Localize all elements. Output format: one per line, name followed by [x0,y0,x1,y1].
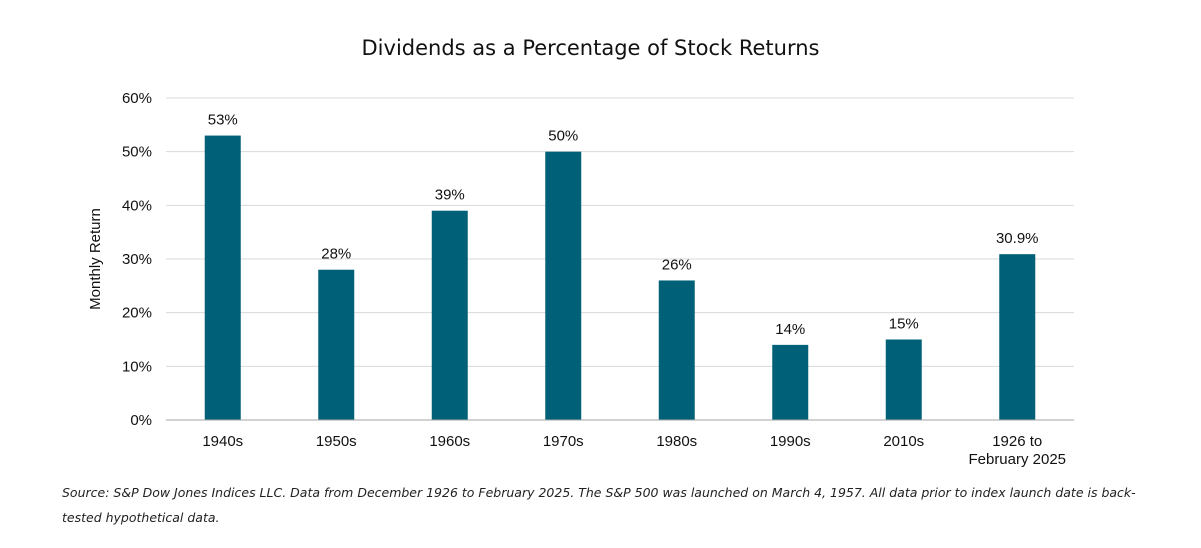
y-tick-label: 20% [122,305,152,322]
x-tick-label: 2010s [883,433,924,450]
bars [204,135,1036,421]
data-label: 15% [889,316,919,333]
x-tick-label: 1960s [429,433,470,450]
data-label: 28% [321,246,351,263]
y-tick-label: 50% [122,144,152,161]
y-axis-ticks: 0% 10% 20% 30% 40% 50% 60% [122,90,152,429]
data-labels: 53% 28% 39% 50% 26% 14% 15% 30.9% [208,112,1039,338]
bar [885,339,922,420]
bar [658,280,695,420]
bar [772,344,809,420]
y-axis-label: Monthly Return [87,208,104,310]
x-tick-label: 1940s [202,433,243,450]
data-label: 39% [435,187,465,204]
y-tick-label: 60% [122,90,152,107]
bar [545,151,582,420]
x-tick-label: 1970s [543,433,584,450]
x-tick-label: 1926 to February 2025 [968,433,1066,468]
y-tick-label: 30% [122,251,152,268]
y-tick-label: 10% [122,358,152,375]
bar [318,269,355,420]
bar [204,135,241,421]
bar [999,254,1036,420]
x-axis-ticks: 1940s 1950s 1960s 1970s 1980s 1990s 2010s 1926 … [202,433,1066,468]
gridlines [166,97,1074,367]
data-label: 14% [775,321,805,338]
data-label: 26% [662,256,692,273]
bar [431,210,468,420]
y-tick-label: 40% [122,197,152,214]
x-tick-label: 1990s [770,433,811,450]
x-tick-label: 1980s [656,433,697,450]
chart-title: Dividends as a Percentage of Stock Retur… [361,36,820,60]
data-label: 30.9% [996,230,1039,247]
data-label: 53% [208,112,238,129]
x-tick-label: 1950s [316,433,357,450]
data-label: 50% [548,128,578,145]
source-note: Source: S&P Dow Jones Indices LLC. Data … [62,485,1136,525]
y-tick-label: 0% [130,412,152,429]
